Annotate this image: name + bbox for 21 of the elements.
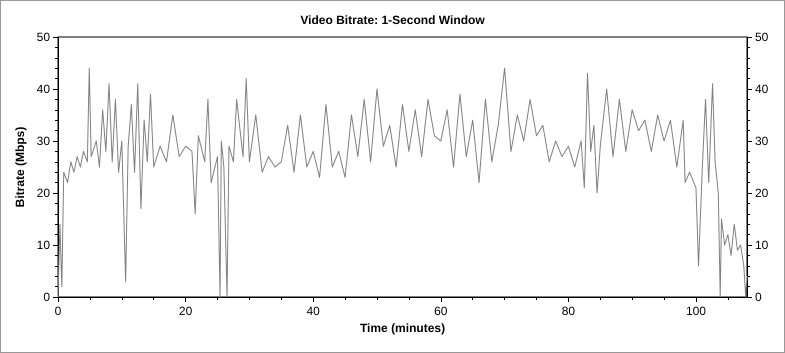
x-tick-label: 0: [54, 304, 62, 318]
x-tick-label: 20: [178, 304, 193, 318]
y2-tick-label: 0: [755, 290, 762, 304]
y2-tick-label: 40: [755, 82, 769, 96]
x-tick-label: 40: [306, 304, 320, 318]
x-tick-label: 100: [686, 304, 706, 318]
y2-tick-label: 10: [755, 238, 769, 252]
y-tick-label: 20: [36, 186, 50, 200]
y2-tick-label: 30: [755, 134, 769, 148]
y-tick-label: 30: [36, 134, 50, 148]
x-tick-label: 60: [434, 304, 448, 318]
chart-title: Video Bitrate: 1-Second Window: [300, 13, 486, 27]
y2-tick-label: 50: [755, 30, 769, 44]
y-tick-label: 50: [36, 30, 50, 44]
y-tick-label: 40: [36, 82, 50, 96]
x-tick-label: 80: [562, 304, 576, 318]
y-axis-title: Bitrate (Mbps): [12, 126, 27, 208]
y-tick-label: 0: [43, 290, 50, 304]
x-axis-title: Time (minutes): [360, 320, 446, 335]
y-tick-label: 10: [36, 238, 50, 252]
y2-tick-label: 20: [755, 186, 769, 200]
